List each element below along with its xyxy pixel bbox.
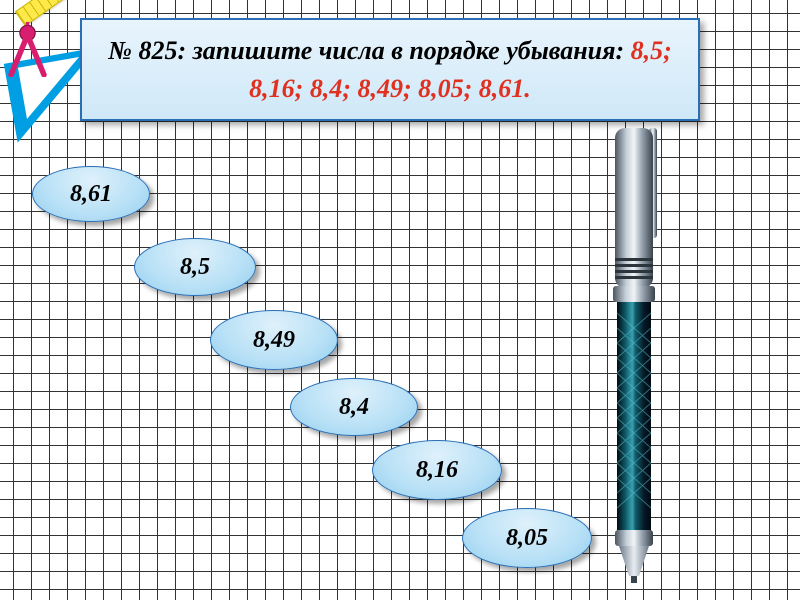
answer-bubble-label: 8,5 <box>180 254 210 281</box>
answer-bubble: 8,16 <box>372 440 502 500</box>
answer-bubble-label: 8,05 <box>506 525 548 552</box>
pen-icon <box>605 128 665 583</box>
answer-bubble: 8,05 <box>462 508 592 568</box>
task-title-prompt: № 825: запишите числа в порядке убывания… <box>108 36 630 65</box>
answer-bubble: 8,5 <box>134 238 256 296</box>
answer-bubble-label: 8,61 <box>70 181 112 208</box>
answer-bubble: 8,49 <box>210 310 338 370</box>
compass-icon <box>0 22 55 77</box>
answer-bubble: 8,61 <box>32 166 150 222</box>
task-title-box: № 825: запишите числа в порядке убывания… <box>80 18 700 121</box>
answer-bubble-label: 8,4 <box>339 394 369 421</box>
answer-bubble-label: 8,16 <box>416 457 458 484</box>
answer-bubble: 8,4 <box>290 378 418 436</box>
answer-bubble-label: 8,49 <box>253 327 295 354</box>
